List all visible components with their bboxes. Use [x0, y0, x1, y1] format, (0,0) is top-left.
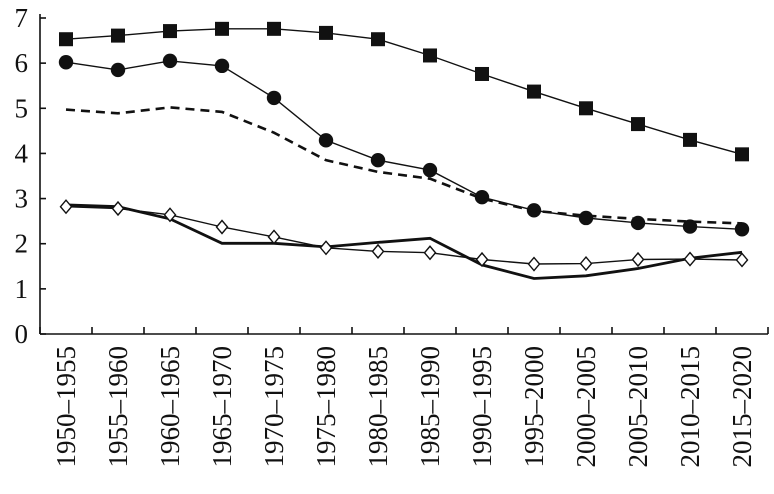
square-marker [267, 21, 281, 36]
diamond-marker [683, 251, 697, 267]
circle-marker [578, 210, 594, 226]
x-tick-label: 1995–2000 [519, 346, 549, 468]
diamond-marker [319, 240, 333, 256]
series-2-line [65, 60, 743, 230]
series-4 [65, 203, 743, 280]
diamond-marker [111, 200, 125, 217]
y-tick-label: 0 [15, 319, 29, 349]
circle-marker [214, 58, 230, 74]
circle-marker [734, 222, 750, 237]
series-1 [59, 21, 749, 162]
circle-marker [162, 53, 178, 69]
square-marker [163, 24, 177, 39]
series-4-line [65, 203, 743, 280]
diamond-marker [735, 252, 749, 268]
x-tick-label: 1990–1995 [467, 346, 497, 468]
square-marker [683, 132, 697, 147]
square-marker [527, 84, 541, 99]
diamond-marker [267, 229, 281, 245]
circle-marker [266, 90, 282, 106]
diamond-marker [631, 251, 645, 268]
diamond-marker [475, 251, 489, 268]
series-5 [59, 199, 749, 272]
x-axis: 1950–1955 1955–1960 1960–1965 1965–1970 1970… [39, 327, 769, 468]
series-2 [58, 53, 750, 237]
circle-marker [422, 162, 438, 178]
y-tick-label: 3 [15, 184, 29, 214]
y-tick-label: 4 [15, 138, 29, 168]
series-3-line [65, 106, 743, 225]
y-tick-label: 1 [15, 274, 29, 304]
square-marker [319, 25, 333, 40]
x-tick-label: 2010–2015 [675, 346, 705, 468]
square-marker [475, 66, 489, 81]
x-tick-label: 1960–1965 [155, 346, 185, 468]
x-tick-label: 2000–2005 [571, 346, 601, 468]
y-tick-label: 7 [15, 3, 29, 33]
x-tick-label: 1955–1960 [103, 346, 133, 468]
square-marker [59, 32, 73, 47]
x-tick-label: 1965–1970 [207, 346, 237, 468]
series-layer [58, 21, 750, 280]
square-marker [215, 21, 229, 36]
series-3 [65, 106, 743, 225]
square-marker [579, 101, 593, 116]
circle-marker [318, 133, 334, 148]
diamond-marker [371, 243, 385, 259]
diamond-marker [579, 255, 593, 272]
y-tick-label: 2 [15, 229, 29, 259]
circle-marker [58, 55, 74, 70]
y-axis: 0 1 2 3 4 5 6 7 [15, 3, 46, 349]
x-tick-label: 1970–1975 [259, 346, 289, 468]
square-marker [735, 147, 749, 162]
diamond-marker [59, 199, 73, 215]
circle-marker [110, 62, 126, 78]
x-tick-label: 1950–1955 [51, 346, 81, 468]
square-marker [631, 117, 645, 132]
y-tick-label: 5 [15, 93, 29, 123]
y-tick-label: 6 [15, 48, 29, 78]
x-tick-label: 2005–2010 [623, 346, 653, 468]
x-tick-label: 1975–1980 [311, 346, 341, 468]
circle-marker [474, 190, 490, 205]
series-5-line [65, 206, 743, 265]
series-1-line [65, 28, 743, 155]
diamond-marker [423, 245, 437, 261]
diamond-marker [215, 219, 229, 235]
diamond-marker [163, 207, 177, 223]
square-marker [111, 28, 125, 43]
square-marker [423, 48, 437, 63]
x-tick-label: 1985–1990 [415, 346, 445, 468]
circle-marker [370, 153, 386, 168]
diamond-marker [527, 256, 541, 272]
square-marker [371, 32, 385, 47]
x-tick-label: 1980–1985 [363, 346, 393, 468]
x-tick-label: 2015–2020 [727, 346, 757, 468]
